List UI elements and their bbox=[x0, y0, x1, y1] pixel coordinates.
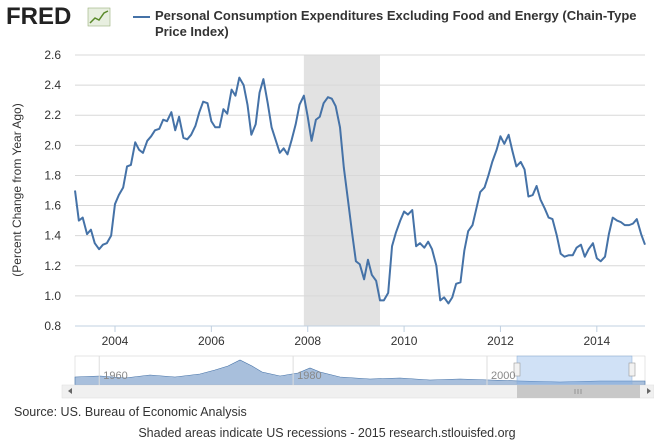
navigator-tick-label: 2000 bbox=[491, 370, 515, 382]
y-tick-label: 0.8 bbox=[44, 319, 61, 333]
y-tick-label: 1.4 bbox=[44, 229, 61, 243]
y-tick-label: 1.6 bbox=[44, 199, 61, 213]
y-tick-label: 1.0 bbox=[44, 289, 61, 303]
x-tick-label: 2012 bbox=[487, 334, 514, 348]
y-tick-label: 2.6 bbox=[44, 48, 61, 62]
y-tick-label: 1.8 bbox=[44, 168, 61, 182]
navigator-tick-label: 1960 bbox=[103, 370, 127, 382]
x-tick-label: 2004 bbox=[102, 334, 129, 348]
x-tick-label: 2008 bbox=[294, 334, 321, 348]
legend-title: Personal Consumption Expenditures Exclud… bbox=[155, 8, 637, 39]
y-tick-label: 2.0 bbox=[44, 138, 61, 152]
x-tick-label: 2014 bbox=[583, 334, 610, 348]
y-tick-label: 1.2 bbox=[44, 259, 61, 273]
y-tick-label: 2.2 bbox=[44, 108, 61, 122]
navigator: 1960 1980 2000 bbox=[61, 355, 654, 399]
source-note: Source: US. Bureau of Economic Analysis bbox=[14, 405, 247, 419]
recession-band bbox=[303, 55, 380, 326]
y-axis-label: (Percent Change from Year Ago) bbox=[10, 103, 24, 276]
series-line bbox=[74, 76, 646, 305]
navigator-tick-label: 1980 bbox=[297, 370, 321, 382]
logo-icon bbox=[87, 7, 111, 27]
x-tick-label: 2010 bbox=[391, 334, 418, 348]
y-tick-label: 2.4 bbox=[44, 78, 61, 92]
footer-note: Shaded areas indicate US recessions - 20… bbox=[138, 426, 515, 440]
logo: FRED bbox=[6, 3, 71, 30]
x-tick-label: 2006 bbox=[198, 334, 225, 348]
